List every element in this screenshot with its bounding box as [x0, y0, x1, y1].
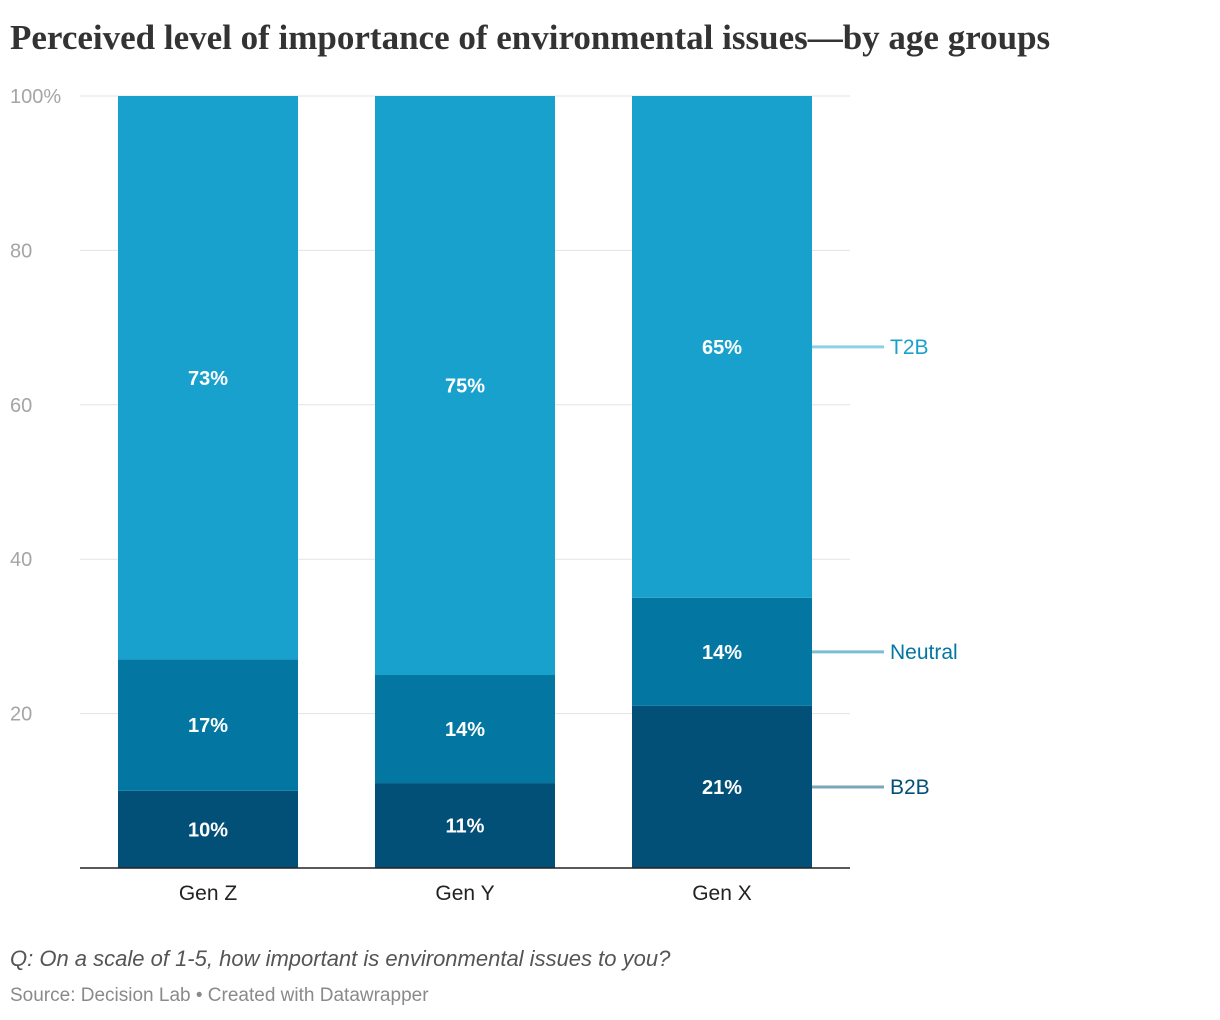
bar-segment-neutral: [375, 675, 555, 784]
bar-segment-t2b: [632, 96, 812, 598]
data-label: 11%: [446, 816, 485, 838]
x-tick-label: Gen X: [692, 882, 752, 905]
y-tick-label: 80: [10, 240, 32, 262]
bar-segment-b2b: [632, 705, 812, 868]
y-tick-label: 20: [10, 704, 32, 726]
y-tick-label: 40: [10, 549, 32, 571]
data-label: 73%: [188, 368, 228, 390]
series-label-neutral: Neutral: [890, 641, 958, 664]
stacked-bar-chart: 100% 80 60 40 20 10% 17% 73% 11% 14% 75% 21% 14% 65%…: [10, 86, 958, 905]
bar-labels: 10% 17% 73% 11% 14% 75% 21% 14% 65%: [188, 337, 742, 842]
x-tick-label: Gen Y: [435, 882, 494, 905]
data-label: 17%: [188, 715, 228, 737]
x-axis: Gen Z Gen Y Gen X: [80, 867, 850, 905]
y-tick-label: 60: [10, 395, 32, 417]
chart-notes: Q: On a scale of 1-5, how important is e…: [10, 946, 671, 971]
series-label-t2b: T2B: [890, 336, 929, 359]
chart-title: Perceived level of importance of environ…: [10, 18, 1051, 57]
data-label: 10%: [188, 819, 228, 841]
y-tick-label: 100%: [10, 86, 61, 108]
bars: [118, 96, 812, 868]
bar-segment-b2b: [118, 790, 298, 868]
x-tick-label: Gen Z: [179, 882, 238, 905]
bar-segment-t2b: [375, 96, 555, 675]
bar-segment-b2b: [375, 783, 555, 868]
data-label: 65%: [702, 337, 742, 359]
series-label-b2b: B2B: [890, 776, 930, 799]
series-labels: B2B Neutral T2B: [812, 336, 958, 799]
data-label: 75%: [445, 376, 485, 398]
chart-source: Source: Decision Lab • Created with Data…: [10, 985, 429, 1006]
bar-segment-neutral: [118, 659, 298, 791]
data-label: 21%: [702, 777, 742, 799]
bar-segment-neutral: [632, 597, 812, 706]
bar-segment-t2b: [118, 96, 298, 660]
data-label: 14%: [445, 719, 485, 741]
data-label: 14%: [702, 642, 742, 664]
